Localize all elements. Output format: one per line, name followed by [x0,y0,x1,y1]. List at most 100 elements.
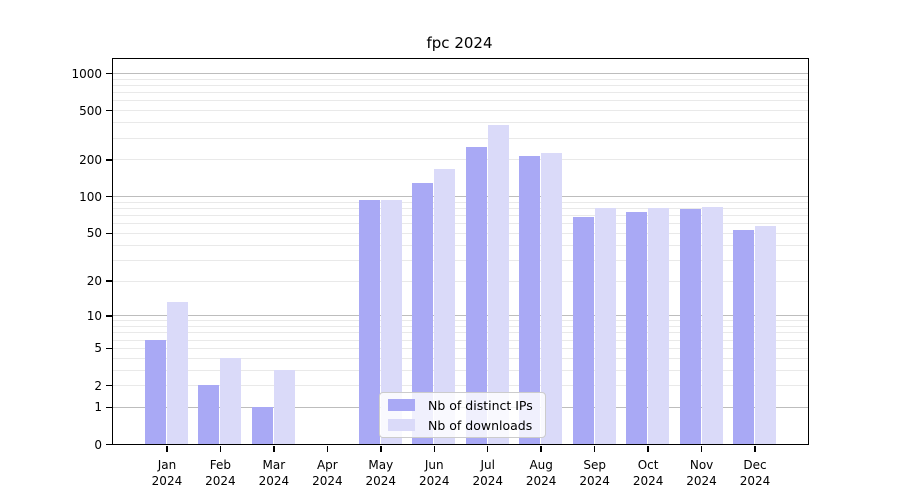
legend-label-downloads: Nb of downloads [428,417,533,433]
bar-downloads-jul [487,125,509,444]
gridline-minor [113,280,808,282]
gridline-minor [113,92,808,94]
x-tick-month: May [368,457,394,472]
gridline-minor [113,244,808,246]
bar-distinct-ips-dec [733,229,755,444]
x-tick-label-oct: Oct 2024 [616,457,680,491]
gridline-minor [113,259,808,261]
bar-distinct-ips-jul [465,146,487,444]
y-tick-label: 200 [79,152,102,167]
x-tick-year: 2024 [579,474,610,489]
x-tick-mark [380,446,382,452]
legend-swatch-downloads [388,419,415,431]
x-tick-year: 2024 [525,474,557,489]
gridline-minor [113,110,808,112]
bar-distinct-ips-may [358,199,380,444]
gridline-minor [113,369,808,371]
x-tick-label-aug: Aug 2024 [509,457,573,491]
gridline-minor [113,339,808,341]
y-tick-label: 10 [86,308,102,323]
x-tick-mark [273,446,275,452]
gridline-major [113,196,808,198]
bar-distinct-ips-mar [251,406,273,444]
bar-downloads-oct [648,208,670,444]
y-tick-label: 500 [79,103,102,118]
legend-swatch-distinct-ips [388,399,415,411]
bar-downloads-jan [166,302,188,444]
plot-area [112,58,809,445]
gridline-minor [113,122,808,124]
x-tick-year: 2024 [258,474,290,489]
gridline-minor [113,85,808,87]
y-tick-mark [106,347,112,350]
gridline-minor [113,159,808,161]
gridline-minor [113,201,808,203]
x-tick-year: 2024 [365,474,397,489]
bar-downloads-mar [273,369,295,444]
bar-downloads-nov [701,207,723,444]
gridline-minor [113,347,808,349]
bar-downloads-may [380,199,402,444]
bar-distinct-ips-sep [572,217,594,444]
bar-distinct-ips-jan [144,339,166,444]
x-tick-label-jun: Jun 2024 [402,457,466,491]
x-tick-month: Dec [743,457,767,472]
bar-distinct-ips-aug [519,155,541,444]
gridline-minor [113,232,808,234]
x-tick-year: 2024 [739,474,771,489]
y-tick-mark [106,195,112,198]
x-tick-month: Apr [316,457,338,472]
bar-distinct-ips-feb [198,385,220,444]
y-tick-mark [106,232,112,235]
y-tick-mark [106,443,112,446]
legend: Nb of distinct IPs Nb of downloads [379,392,546,438]
gridline-minor [113,208,808,210]
y-tick-mark [106,72,112,75]
bar-downloads-sep [594,208,616,444]
gridline-minor [113,320,808,322]
y-tick-label: 20 [86,274,102,289]
x-tick-label-jan: Jan 2024 [135,457,199,491]
gridline-minor [113,326,808,328]
x-tick-label-dec: Dec 2024 [723,457,787,491]
y-tick-label: 50 [86,226,102,241]
y-tick-label: 2 [94,378,102,393]
x-tick-label-feb: Feb 2024 [188,457,252,491]
legend-label-distinct-ips: Nb of distinct IPs [428,397,533,413]
y-tick-label: 5 [94,341,102,356]
gridline-minor [113,332,808,334]
chart-title: fpc 2024 [426,34,493,52]
y-tick-mark [106,159,112,161]
x-tick-label-jul: Jul 2024 [456,457,520,491]
bar-downloads-jun [434,168,456,444]
bar-downloads-aug [541,152,563,444]
x-tick-mark [540,446,542,452]
gridline-minor [113,385,808,387]
x-tick-month: Nov [689,457,714,472]
gridline-minor [113,100,808,102]
gridline-major [113,73,808,75]
x-tick-month: Jul [480,457,495,472]
bar-distinct-ips-oct [626,211,648,444]
gridline-minor [113,78,808,80]
bar-downloads-feb [220,357,242,444]
x-tick-month: Feb [209,457,232,472]
gridline-major [113,315,808,317]
bar-downloads-dec [755,226,777,444]
x-tick-year: 2024 [632,474,664,489]
y-tick-label: 1000 [71,66,102,81]
y-tick-mark [106,315,112,317]
bar-distinct-ips-nov [679,209,701,444]
x-tick-year: 2024 [312,474,343,489]
x-tick-mark [326,446,329,452]
x-tick-year: 2024 [151,474,183,489]
x-tick-month: Oct [637,457,659,472]
x-tick-label-sep: Sep 2024 [563,457,627,491]
x-tick-mark [166,446,168,452]
gridline-minor [113,223,808,225]
gridline-minor [113,215,808,217]
x-tick-month: Jun [424,457,444,472]
x-tick-label-mar: Mar 2024 [242,457,306,491]
x-tick-year: 2024 [205,474,236,489]
y-tick-mark [106,109,112,112]
